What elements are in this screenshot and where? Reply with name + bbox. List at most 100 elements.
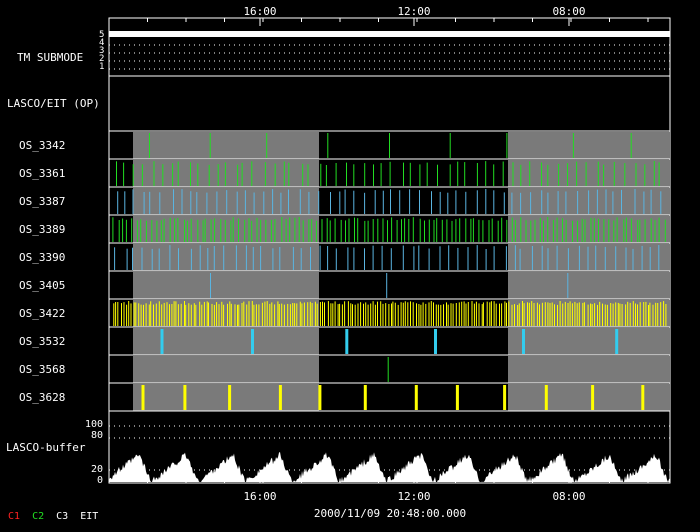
row-event-mark [216,302,218,326]
row-event-mark [315,220,317,242]
row-event-mark [499,303,500,326]
row-shade-b [508,328,670,355]
row-event-mark [625,217,627,242]
row-event-mark [391,303,392,326]
row-event-mark [151,220,153,242]
submode-scale-5: 5 [99,30,105,40]
row-event-mark [381,245,383,270]
legend-c1: C1 [8,511,21,522]
row-event-mark [430,301,432,326]
row-event-mark [365,302,367,326]
row-event-mark [166,302,168,326]
row-event-mark [505,246,507,270]
row-event-mark [228,385,232,410]
row-event-mark [613,161,615,186]
row-event-mark [211,303,213,326]
row-event-mark [373,164,374,186]
row-event-mark [650,218,652,242]
row-event-mark [177,217,179,242]
submode-scale-2: 2 [99,54,105,64]
row-event-mark [643,302,645,326]
row-event-mark [332,303,334,326]
row-event-mark [446,219,448,242]
row-event-mark [335,248,337,270]
row-event-mark [447,304,449,326]
row-event-mark [403,162,404,186]
row-event-mark [160,220,162,242]
row-event-mark [180,303,182,326]
row-event-mark [334,301,336,326]
row-event-mark [339,303,341,326]
row-event-mark [576,303,578,326]
row-event-mark [184,219,185,242]
row-event-mark [350,303,352,326]
row-event-mark [541,190,543,214]
row-event-mark [292,246,294,270]
row-event-mark [241,162,243,186]
row-event-mark [160,329,164,354]
row-event-mark [214,218,216,242]
row-event-mark [243,301,245,326]
row-event-mark [652,304,654,326]
row-event-mark [529,161,531,186]
row-event-mark [493,190,495,214]
row-event-mark [603,219,605,242]
row-event-mark [289,304,291,326]
row-event-mark [431,191,432,214]
row-event-mark [216,191,218,214]
row-event-mark [612,303,614,326]
row-event-mark [195,304,197,326]
row-event-mark [116,161,117,186]
row-event-mark [440,304,442,326]
row-event-mark [197,219,199,242]
row-event-mark [449,133,451,158]
row-event-mark [522,329,525,354]
row-event-mark [344,301,346,326]
row-event-mark [644,164,646,186]
row-event-mark [113,303,115,326]
row-event-mark [354,304,356,326]
row-event-mark [218,304,220,326]
row-event-mark [202,220,204,242]
row-event-mark [123,302,125,326]
row-event-mark [270,219,272,242]
row-event-mark [186,220,188,242]
row-event-mark [326,218,328,242]
row-event-mark [244,219,246,242]
row-event-mark [177,304,179,326]
row-event-mark [213,304,215,326]
row-event-mark [141,385,145,410]
row-event-mark [277,301,279,326]
row-event-mark [482,302,484,326]
row-event-mark [269,303,271,326]
row-event-mark [549,303,551,326]
timestamp-label: 2000/11/09 20:48:00.000 [313,507,467,520]
row-event-mark [663,301,665,326]
row-event-mark [419,190,420,214]
row-event-mark [280,192,282,214]
row-event-mark [141,247,143,270]
row-event-mark [184,301,185,326]
row-event-mark [552,220,554,242]
row-event-mark [318,191,320,214]
row-event-mark [404,218,406,242]
row-event-mark [209,133,211,158]
top-tick-label-1: 16:00 [243,5,277,18]
row-event-mark [447,192,449,214]
row-event-mark [458,302,460,326]
row-event-mark [226,190,228,214]
lasco-eit-op-label: LASCO/EIT (OP) [7,97,100,110]
row-event-mark [641,385,645,410]
row-shade-a [133,384,319,411]
row-event-mark [644,219,646,242]
row-event-mark [173,189,174,214]
row-event-mark [390,189,391,214]
row-event-mark [364,192,366,214]
row-event-mark [274,219,276,242]
row-event-mark [539,304,540,326]
row-event-mark [236,191,238,214]
row-event-mark [197,163,199,186]
row-event-mark [450,303,452,326]
row-event-mark [503,385,507,410]
